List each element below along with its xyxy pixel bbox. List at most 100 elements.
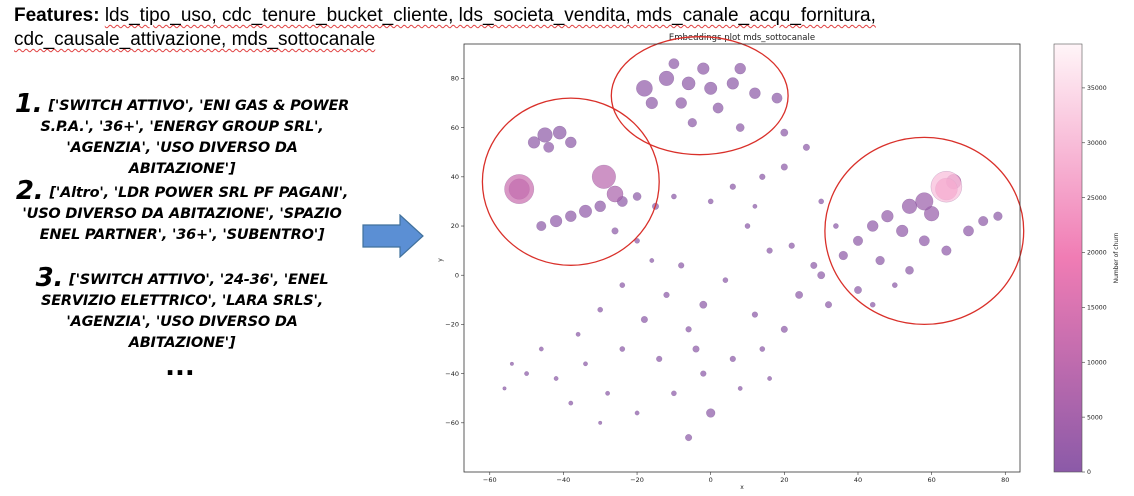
y-tick-label: −60 <box>445 419 459 427</box>
scatter-point <box>780 163 788 171</box>
scatter-point <box>930 170 963 203</box>
scatter-point <box>759 346 766 352</box>
features-line: Features: lds_tipo_uso, cdc_tenure_bucke… <box>14 4 954 52</box>
scatter-point <box>722 277 729 283</box>
embeddings-scatter-plot: Embeddings plot mds_sottocanale −60 −40 −2… <box>437 33 1120 491</box>
features-separator: : <box>93 5 100 26</box>
scatter-point <box>729 183 736 190</box>
x-tick-label: −60 <box>483 476 497 484</box>
scatter-point <box>538 346 544 352</box>
x-tick-label: −20 <box>630 476 644 484</box>
scatter-point <box>636 79 653 97</box>
scatter-point <box>963 225 974 237</box>
right-arrow-icon <box>362 214 424 258</box>
scatter-point <box>656 355 663 363</box>
scatter-point <box>537 127 553 143</box>
x-tick-label: 80 <box>1001 476 1009 484</box>
scatter-point <box>901 198 918 214</box>
scatter-point <box>645 96 658 110</box>
scatter-point <box>502 386 507 391</box>
scatter-point <box>780 325 788 333</box>
scatter-point <box>788 242 795 249</box>
features-list: lds_tipo_uso, cdc_tenure_bucket_cliente,… <box>14 5 876 50</box>
scatter-point <box>543 141 555 153</box>
y-tick-label: 0 <box>455 271 459 279</box>
scatter-point <box>640 316 648 324</box>
chart-title: Embeddings plot mds_sottocanale <box>669 33 815 43</box>
x-axis-ticks: −60 −40 −20 0 20 40 60 80 <box>483 472 1009 484</box>
scatter-point <box>759 173 766 180</box>
scatter-point <box>527 136 541 149</box>
scatter-point <box>817 271 826 280</box>
highlight-ellipse <box>481 97 660 266</box>
scatter-point <box>549 215 563 228</box>
scatter-point <box>744 223 751 229</box>
plot-frame <box>463 43 1021 473</box>
scatter-point <box>734 62 746 75</box>
scatter-point <box>726 77 739 90</box>
scatter-point <box>993 211 1003 221</box>
x-tick-label: −40 <box>557 476 571 484</box>
scatter-point <box>504 174 535 205</box>
scatter-point <box>649 258 655 263</box>
scatter-point <box>658 70 675 87</box>
scatter-point <box>632 192 642 201</box>
highlight-ellipse <box>824 136 1025 326</box>
scatter-point <box>875 255 885 266</box>
scatter-point <box>853 235 864 246</box>
scatter-point <box>780 128 789 137</box>
scatter-point <box>905 265 914 275</box>
scatter-point <box>663 291 670 299</box>
scatter-point <box>552 125 567 140</box>
colorbar-tick-label: 20000 <box>1087 250 1107 257</box>
scatter-point <box>594 200 606 213</box>
scatter-point <box>536 220 547 231</box>
scatter-point <box>867 220 879 232</box>
scatter-point <box>706 408 716 418</box>
colorbar-tick-label: 0 <box>1087 469 1091 476</box>
scatter-point <box>941 245 952 256</box>
y-tick-label: 40 <box>451 173 459 181</box>
scatter-point <box>978 216 989 227</box>
scatter-point <box>619 346 626 352</box>
scatter-point <box>735 123 745 132</box>
x-tick-label: 20 <box>780 476 788 484</box>
scatter-point <box>597 306 603 313</box>
scatter-point <box>634 237 640 244</box>
scatter-point <box>838 250 848 261</box>
x-tick-label: 0 <box>709 476 713 484</box>
x-tick-label: 40 <box>854 476 862 484</box>
y-tick-label: −20 <box>445 321 459 329</box>
scatter-point <box>918 235 930 247</box>
scatter-point <box>591 164 616 189</box>
x-tick-label: 60 <box>927 476 935 484</box>
features-label: Features <box>14 5 94 26</box>
scatter-point <box>598 420 603 425</box>
scatter-point <box>671 390 677 397</box>
points-layer <box>502 58 1003 442</box>
scatter-point <box>752 203 758 209</box>
combination-2: 2. ['Altro', 'LDR POWER SRL PF PAGANI', '… <box>12 178 352 246</box>
scatter-point <box>818 198 825 205</box>
scatter-point <box>707 198 714 205</box>
scatter-point <box>606 185 624 203</box>
highlight-ellipse <box>610 36 789 156</box>
scatter-point <box>565 136 577 149</box>
scatter-point <box>825 301 833 309</box>
scatter-point <box>509 361 514 366</box>
scatter-point <box>668 58 680 70</box>
scatter-point <box>681 76 696 91</box>
colorbar-label: Number of churn <box>1113 232 1120 283</box>
y-tick-label: 20 <box>451 222 459 230</box>
combination-number: 1. <box>14 89 43 119</box>
scatter-point <box>854 286 862 294</box>
colorbar <box>1053 43 1083 473</box>
scatter-point <box>751 311 759 318</box>
colorbar-tick-label: 5000 <box>1087 414 1103 421</box>
scatter-point <box>697 62 710 75</box>
scatter-point <box>771 92 783 104</box>
combination-1: 1. ['SWITCH ATTIVO', 'ENI GAS & POWER S.P… <box>12 91 352 180</box>
scatter-point <box>575 331 581 337</box>
scatter-point <box>881 210 894 223</box>
scatter-point <box>896 224 909 238</box>
